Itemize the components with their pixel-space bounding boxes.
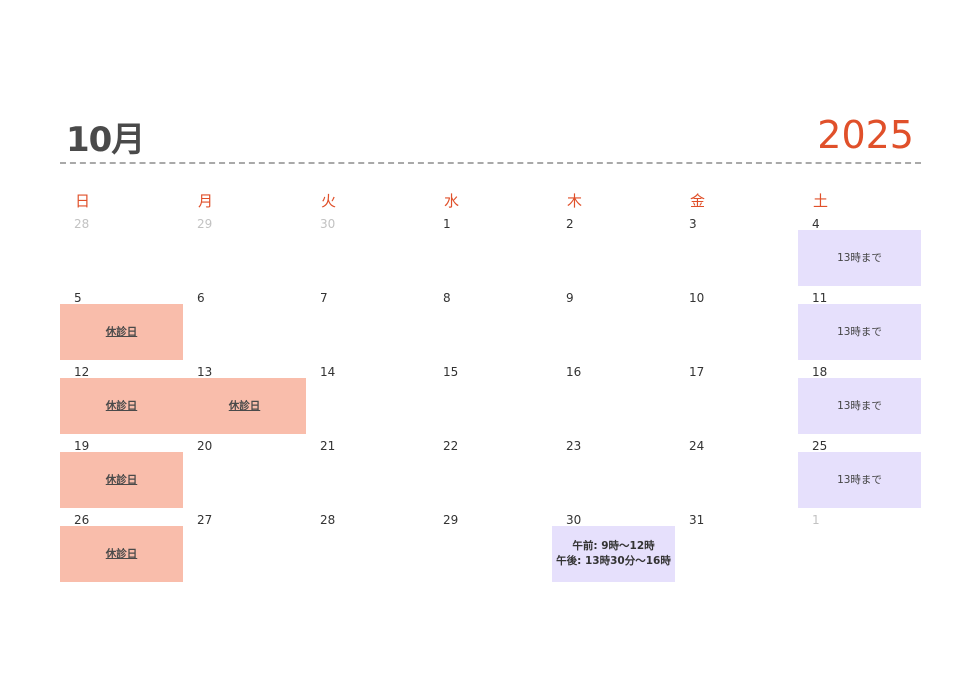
- day-number: 23: [566, 439, 582, 453]
- day-cell[interactable]: 12 休診日: [60, 362, 183, 436]
- day-number: 3: [689, 217, 697, 231]
- day-cell[interactable]: 27: [183, 510, 306, 584]
- day-cell[interactable]: 9: [552, 288, 675, 362]
- year-title: 2025: [817, 113, 914, 157]
- day-number: 15: [443, 365, 459, 379]
- day-cell[interactable]: 15: [429, 362, 552, 436]
- weekday-sun: 日: [75, 192, 91, 210]
- day-number: 17: [689, 365, 705, 379]
- event-closed-day[interactable]: 休診日: [60, 452, 183, 508]
- day-number: 28: [74, 217, 90, 231]
- day-cell[interactable]: 1: [798, 510, 921, 584]
- weekday-wed: 水: [444, 192, 460, 210]
- day-cell[interactable]: 23: [552, 436, 675, 510]
- day-cell[interactable]: 10: [675, 288, 798, 362]
- day-cell[interactable]: 28: [306, 510, 429, 584]
- day-number: 30: [320, 217, 336, 231]
- weekday-thu: 木: [567, 192, 583, 210]
- special-hours-morning: 午前: 9時～12時: [572, 540, 655, 552]
- event-short-hours[interactable]: 13時まで: [798, 378, 921, 434]
- special-hours-afternoon: 午後: 13時30分～16時: [556, 555, 671, 567]
- day-cell[interactable]: 24: [675, 436, 798, 510]
- day-cell[interactable]: 28: [60, 214, 183, 288]
- day-number: 26: [74, 513, 90, 527]
- day-number: 27: [197, 513, 213, 527]
- weekday-header-row: 日 月 火 水 木 金 土: [60, 190, 921, 211]
- day-number: 12: [74, 365, 90, 379]
- day-cell[interactable]: 25 13時まで: [798, 436, 921, 510]
- day-cell[interactable]: 19 休診日: [60, 436, 183, 510]
- day-number: 11: [812, 291, 828, 305]
- day-cell[interactable]: 26 休診日: [60, 510, 183, 584]
- day-cell[interactable]: 5 休診日: [60, 288, 183, 362]
- day-number: 2: [566, 217, 574, 231]
- day-number: 1: [443, 217, 451, 231]
- day-number: 8: [443, 291, 451, 305]
- day-number: 24: [689, 439, 705, 453]
- day-cell[interactable]: 30 午前: 9時～12時 午後: 13時30分～16時: [552, 510, 675, 584]
- day-number: 14: [320, 365, 336, 379]
- day-cell[interactable]: 22: [429, 436, 552, 510]
- day-number: 19: [74, 439, 90, 453]
- day-number: 5: [74, 291, 82, 305]
- day-number: 22: [443, 439, 459, 453]
- day-number: 13: [197, 365, 213, 379]
- day-cell[interactable]: 29: [429, 510, 552, 584]
- header-divider: [60, 162, 921, 164]
- day-cell[interactable]: 13 休診日: [183, 362, 306, 436]
- day-cell[interactable]: 1: [429, 214, 552, 288]
- day-number: 10: [689, 291, 705, 305]
- day-cell[interactable]: 14: [306, 362, 429, 436]
- day-number: 7: [320, 291, 328, 305]
- day-number: 25: [812, 439, 828, 453]
- day-cell[interactable]: 30: [306, 214, 429, 288]
- day-cell[interactable]: 3: [675, 214, 798, 288]
- day-cell[interactable]: 18 13時まで: [798, 362, 921, 436]
- weekday-tue: 火: [321, 192, 337, 210]
- day-cell[interactable]: 21: [306, 436, 429, 510]
- event-closed-day[interactable]: 休診日: [60, 378, 183, 434]
- day-number: 4: [812, 217, 820, 231]
- day-number: 16: [566, 365, 582, 379]
- day-cell[interactable]: 11 13時まで: [798, 288, 921, 362]
- day-number: 29: [197, 217, 213, 231]
- day-cell[interactable]: 29: [183, 214, 306, 288]
- weekday-fri: 金: [690, 192, 706, 210]
- day-number: 30: [566, 513, 582, 527]
- calendar-grid: 28 29 30 1 2 3 4 13時まで 5 休診日 6 7 8 9 10 …: [60, 214, 921, 584]
- event-special-hours[interactable]: 午前: 9時～12時 午後: 13時30分～16時: [552, 526, 675, 582]
- day-cell[interactable]: 7: [306, 288, 429, 362]
- day-cell[interactable]: 17: [675, 362, 798, 436]
- day-cell[interactable]: 31: [675, 510, 798, 584]
- day-cell[interactable]: 8: [429, 288, 552, 362]
- day-cell[interactable]: 20: [183, 436, 306, 510]
- weekday-sat: 土: [813, 192, 829, 210]
- day-number: 28: [320, 513, 336, 527]
- event-closed-day[interactable]: 休診日: [60, 526, 183, 582]
- day-cell[interactable]: 6: [183, 288, 306, 362]
- day-number: 21: [320, 439, 336, 453]
- weekday-mon: 月: [198, 192, 214, 210]
- day-cell[interactable]: 2: [552, 214, 675, 288]
- day-number: 18: [812, 365, 828, 379]
- event-short-hours[interactable]: 13時まで: [798, 452, 921, 508]
- event-short-hours[interactable]: 13時まで: [798, 304, 921, 360]
- day-number: 31: [689, 513, 705, 527]
- month-title: 10月: [66, 120, 145, 160]
- day-cell[interactable]: 4 13時まで: [798, 214, 921, 288]
- day-number: 6: [197, 291, 205, 305]
- day-number: 9: [566, 291, 574, 305]
- day-number: 1: [812, 513, 820, 527]
- day-number: 20: [197, 439, 213, 453]
- event-closed-day[interactable]: 休診日: [60, 304, 183, 360]
- day-number: 29: [443, 513, 459, 527]
- day-cell[interactable]: 16: [552, 362, 675, 436]
- event-short-hours[interactable]: 13時まで: [798, 230, 921, 286]
- event-closed-day[interactable]: 休診日: [183, 378, 306, 434]
